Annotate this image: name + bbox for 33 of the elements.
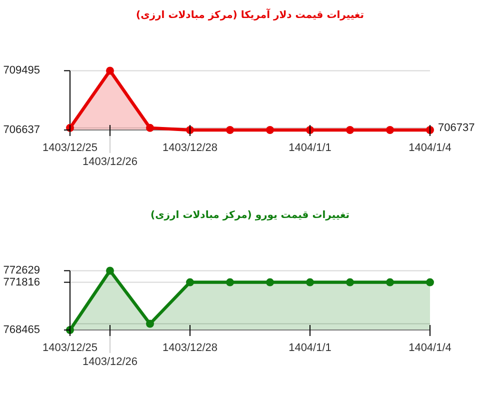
point bbox=[186, 278, 194, 286]
x-tick-label: 1403/12/28 bbox=[162, 142, 218, 154]
point bbox=[346, 126, 354, 134]
x-tick-label: 1403/12/26 bbox=[82, 356, 138, 368]
x-tick-label: 1403/12/28 bbox=[162, 342, 218, 354]
y-tick-label: 706637 bbox=[3, 124, 40, 136]
point bbox=[106, 66, 114, 75]
chart-title: تغییرات قیمت یورو (مرکز مبادلات ارزی) bbox=[150, 210, 350, 221]
point bbox=[266, 278, 274, 286]
point bbox=[266, 126, 274, 134]
y-tick-label: 709495 bbox=[3, 64, 40, 77]
x-tick-label: 1404/1/4 bbox=[408, 342, 452, 354]
x-tick-label: 1403/12/25 bbox=[42, 342, 98, 354]
ref-line-label: 706737 bbox=[438, 122, 475, 134]
y-tick-label: 768465 bbox=[3, 324, 40, 336]
point bbox=[106, 266, 114, 275]
x-tick-label: 1403/12/25 bbox=[42, 142, 98, 154]
point bbox=[386, 278, 394, 286]
chart-title: تغییرات قیمت دلار آمریکا (مرکز مبادلات ارزی) bbox=[136, 8, 364, 21]
y-tick-label: 772629 bbox=[3, 264, 40, 277]
point bbox=[306, 278, 314, 286]
point bbox=[146, 124, 154, 132]
point bbox=[426, 278, 434, 286]
point bbox=[146, 320, 154, 328]
point bbox=[226, 126, 234, 134]
point bbox=[386, 126, 394, 134]
x-tick-label: 1403/12/26 bbox=[82, 156, 138, 168]
y-tick-label: 771816 bbox=[3, 276, 40, 288]
x-tick-label: 1404/1/1 bbox=[288, 342, 332, 354]
x-tick-label: 1404/1/4 bbox=[408, 142, 452, 154]
x-tick-label: 1404/1/1 bbox=[288, 142, 332, 154]
point bbox=[226, 278, 234, 286]
point bbox=[346, 278, 354, 286]
